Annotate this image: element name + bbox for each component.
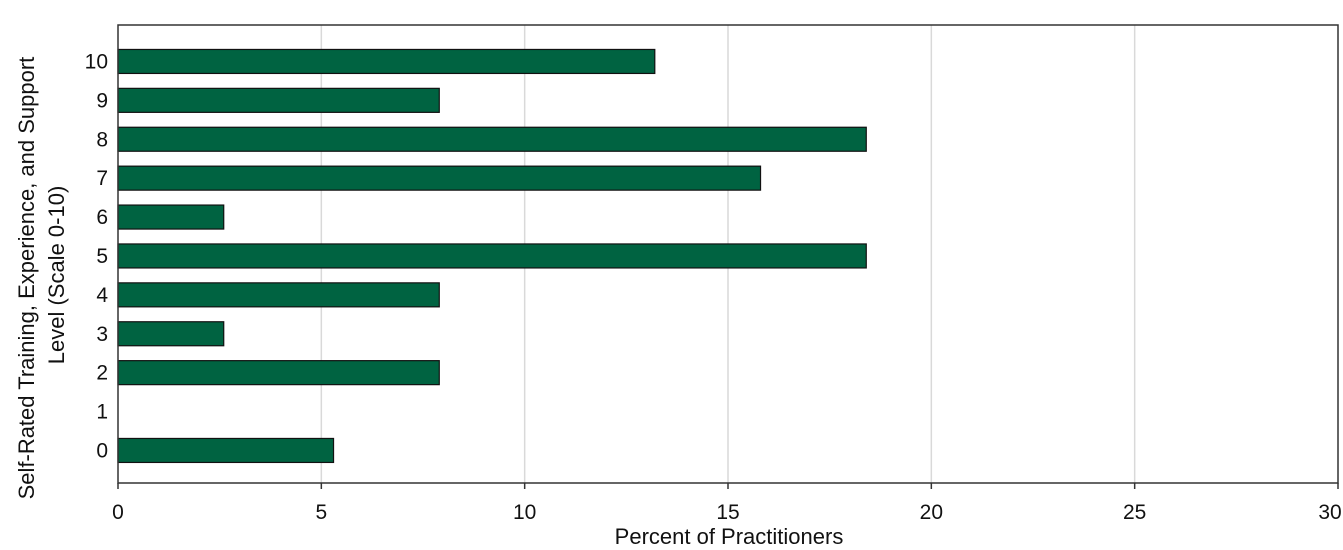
y-tick-label: 1: [96, 401, 108, 424]
y-tick-label: 9: [96, 89, 108, 112]
y-axis-title-line-2: Level (Scale 0-10): [44, 186, 69, 365]
bar-0: [117, 437, 335, 464]
bar-8: [117, 126, 867, 152]
y-tick-label: 7: [96, 167, 108, 190]
y-tick-label: 10: [85, 50, 108, 73]
x-tick-label: 15: [716, 501, 739, 524]
bar-5: [117, 243, 867, 269]
x-tick-label: 5: [315, 501, 327, 524]
y-axis-title: Self-Rated Training, Experience, and Sup…: [14, 51, 69, 500]
bar-10: [117, 48, 656, 75]
bar-9: [117, 87, 440, 113]
x-tick-label: 0: [112, 501, 124, 524]
y-tick-label: 3: [96, 323, 108, 346]
x-axis-title: Percent of Practitioners: [615, 524, 844, 549]
x-tick-label: 30: [1318, 501, 1341, 524]
y-axis-title-line-1: Self-Rated Training, Experience, and Sup…: [14, 57, 39, 500]
x-tick-labels: 0 5 10 15 20 25 30: [112, 483, 1342, 524]
x-tick-label: 20: [920, 501, 943, 524]
y-tick-label: 8: [96, 128, 108, 151]
x-tick-label: 25: [1123, 501, 1146, 524]
y-tick-label: 6: [96, 206, 108, 229]
bar-2: [117, 360, 440, 386]
y-tick-label: 4: [96, 284, 108, 307]
y-tick-label: 0: [96, 439, 108, 462]
y-tick-label: 5: [96, 245, 108, 268]
bar-4: [117, 282, 440, 308]
bars: [117, 48, 867, 464]
y-tick-label: 2: [96, 362, 108, 385]
bar-3: [117, 321, 225, 347]
bar-7: [117, 165, 762, 191]
bar-6: [117, 204, 225, 230]
x-tick-label: 10: [513, 501, 536, 524]
